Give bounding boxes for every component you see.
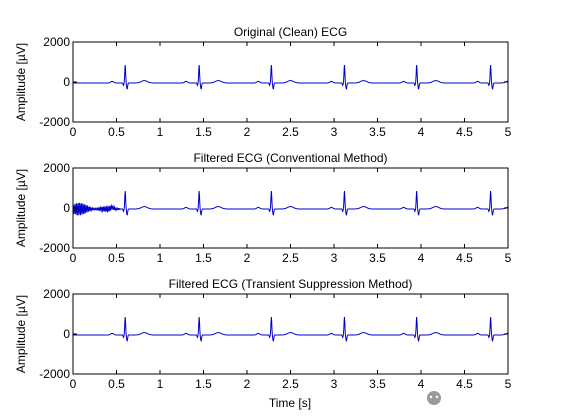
x-tick-label: 4: [418, 125, 425, 139]
subplot-2: Filtered ECG (Conventional Method) Amplit…: [14, 151, 512, 265]
x-tick-label: 5: [505, 125, 512, 139]
y-tick-label: 2000: [43, 161, 70, 175]
x-tick-label: 2: [244, 377, 251, 391]
x-tick-label: 1: [157, 377, 164, 391]
x-tick-label: 4: [418, 251, 425, 265]
y-axis-label: Amplitude [µV]: [14, 295, 28, 373]
ecg-trace-line: [73, 190, 508, 216]
x-tick-label: 0.5: [108, 377, 125, 391]
x-tick-label: 0: [70, 125, 77, 139]
x-tick-label: 2.5: [282, 251, 299, 265]
y-tick-label: -2000: [39, 115, 70, 129]
x-tick-label: 2.5: [282, 125, 299, 139]
subplot-title: Filtered ECG (Transient Suppression Meth…: [169, 277, 413, 291]
axes-layer: Original (Clean) ECG Amplitude [µV] 0 0.5 1 1…: [14, 25, 512, 391]
x-tick-label: 0.5: [108, 251, 125, 265]
y-tick-label: 0: [63, 327, 70, 341]
x-tick-label: 3.5: [369, 125, 386, 139]
x-tick-label: 1: [157, 125, 164, 139]
y-axis-label: Amplitude [µV]: [14, 43, 28, 121]
x-tick-label: 1.5: [195, 125, 212, 139]
y-tick-label: -2000: [39, 241, 70, 255]
x-tick-label: 2: [244, 125, 251, 139]
x-tick-label: 3.5: [369, 377, 386, 391]
ecg-trace-line: [73, 316, 508, 342]
x-tick-label: 0.5: [108, 125, 125, 139]
x-axis-label: Time [s]: [269, 396, 311, 410]
x-tick-label: 3.5: [369, 251, 386, 265]
y-tick-label: 0: [63, 201, 70, 215]
x-tick-label: 4: [418, 377, 425, 391]
x-tick-label: 1.5: [195, 251, 212, 265]
y-tick-label: -2000: [39, 367, 70, 381]
x-tick-label: 0: [70, 377, 77, 391]
watermark-subtitle: @稀土掘金技术社区: [446, 405, 536, 418]
x-tick-label: 1.5: [195, 377, 212, 391]
watermark: 天天Matlab @稀土掘金技术社区: [427, 391, 536, 418]
subplot-title: Filtered ECG (Conventional Method): [193, 151, 387, 165]
subplot-1: Original (Clean) ECG Amplitude [µV] 0 0.5 1 1…: [14, 25, 512, 139]
y-tick-label: 2000: [43, 287, 70, 301]
ecg-trace-line: [73, 64, 508, 90]
watermark-title: 天天Matlab: [446, 391, 511, 405]
x-tick-label: 5: [505, 251, 512, 265]
x-tick-label: 1: [157, 251, 164, 265]
x-tick-label: 2: [244, 251, 251, 265]
x-tick-label: 5: [505, 377, 512, 391]
subplot-title: Original (Clean) ECG: [234, 25, 347, 39]
x-tick-label: 3: [331, 125, 338, 139]
y-axis-label: Amplitude [µV]: [14, 169, 28, 247]
x-tick-label: 4.5: [456, 125, 473, 139]
y-tick-label: 2000: [43, 35, 70, 49]
x-tick-label: 4.5: [456, 377, 473, 391]
subplot-3: Filtered ECG (Transient Suppression Meth…: [14, 277, 512, 391]
x-tick-label: 3: [331, 251, 338, 265]
y-tick-label: 0: [63, 75, 70, 89]
x-tick-label: 2.5: [282, 377, 299, 391]
x-tick-label: 0: [70, 251, 77, 265]
x-tick-label: 4.5: [456, 251, 473, 265]
wechat-icon: [427, 391, 441, 405]
x-tick-label: 3: [331, 377, 338, 391]
